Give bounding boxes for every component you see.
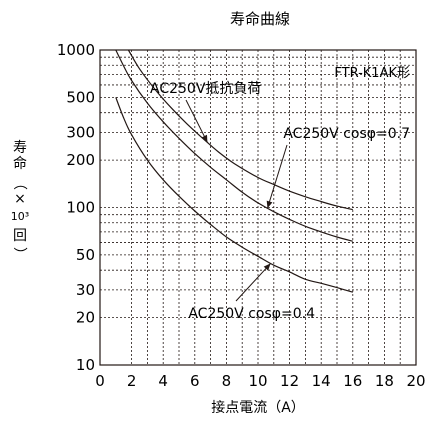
y-tick-label: 50 — [76, 246, 95, 264]
y-axis-label-char: 10³ — [11, 210, 29, 223]
model-label: FTR-K1AK形 — [334, 66, 410, 81]
annotations: AC250V抵抗負荷 AC250V cosφ=0.7 AC250V cosφ=0.4 — [150, 81, 410, 322]
annotation-leader — [235, 263, 272, 302]
series-line-2 — [115, 49, 353, 242]
x-tick-label: 16 — [343, 372, 362, 390]
y-tick-label: 200 — [66, 151, 95, 169]
y-axis-label-char: 回 — [13, 228, 27, 244]
tick-labels: 0 2 4 6 8 10 12 14 16 18 20 10 20 30 50 100 200 300 500 100… — [57, 41, 426, 390]
y-tick-label: 30 — [76, 281, 95, 299]
y-axis-label-char: × — [14, 191, 26, 207]
chart-title: 寿命曲線 — [230, 10, 290, 28]
annotation-leader — [185, 99, 208, 143]
x-tick-label: 6 — [190, 372, 200, 390]
y-tick-label: 500 — [66, 88, 95, 106]
x-tick-label: 14 — [312, 372, 331, 390]
x-tick-label: 4 — [158, 372, 168, 390]
y-axis-label-char: ） — [11, 247, 27, 261]
x-tick-label: 10 — [248, 372, 267, 390]
grid — [100, 50, 416, 365]
y-axis-label-char: 命 — [13, 155, 27, 172]
curves — [115, 49, 353, 293]
y-tick-label: 100 — [66, 199, 95, 217]
annotation-arrowhead — [201, 134, 208, 143]
y-tick-label: 300 — [66, 123, 95, 141]
x-axis-label: 接点電流（A） — [211, 399, 305, 416]
annotation-leader — [267, 144, 288, 209]
y-axis-label-char: 寿 — [13, 139, 27, 156]
annotation-arrowhead — [266, 200, 273, 209]
y-tick-label: 1000 — [57, 41, 95, 59]
annotation-arrowhead — [263, 263, 271, 271]
x-tick-label: 2 — [127, 372, 137, 390]
y-tick-label: 10 — [76, 356, 95, 374]
y-tick-label: 20 — [76, 309, 95, 327]
plot-frame — [99, 49, 417, 366]
x-tick-label: 20 — [406, 372, 425, 390]
series-line-3 — [115, 97, 353, 293]
series-line-1 — [127, 49, 353, 211]
x-tick-label: 12 — [280, 372, 299, 390]
y-axis-label-char: （ — [11, 176, 27, 190]
series-annotation-3: AC250V cosφ=0.4 — [188, 306, 315, 322]
x-tick-label: 18 — [375, 372, 394, 390]
series-annotation-1: AC250V抵抗負荷 — [150, 81, 261, 97]
series-annotation-2: AC250V cosφ=0.7 — [283, 126, 410, 142]
x-tick-label: 8 — [222, 372, 232, 390]
y-axis-label: 寿命 （× 10³ 回 ） — [11, 139, 29, 261]
x-tick-label: 0 — [95, 372, 105, 390]
